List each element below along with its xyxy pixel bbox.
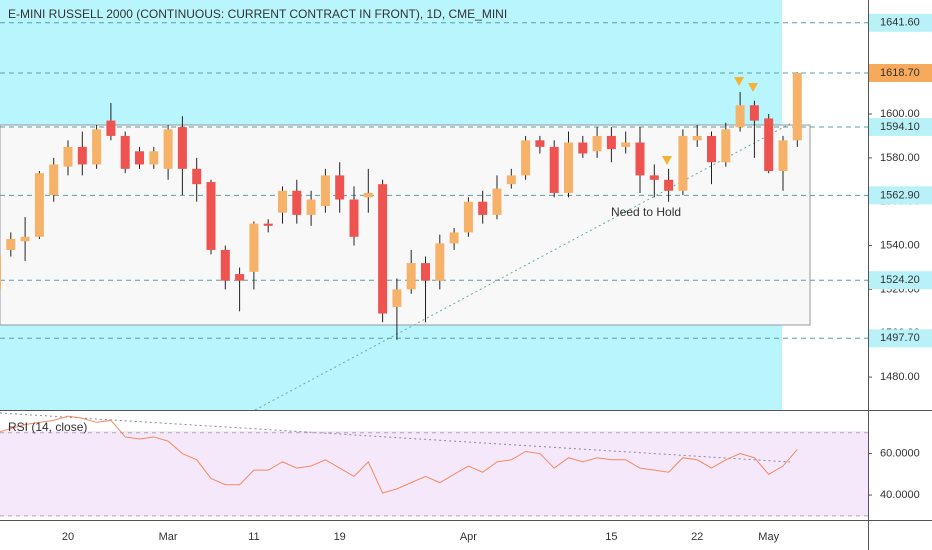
level-label: 1562.90 [880, 189, 920, 201]
candle-body [435, 243, 445, 281]
candle-body [664, 179, 674, 191]
candle-body [449, 232, 459, 244]
candle-body [49, 164, 59, 196]
rsi-line [0, 415, 798, 494]
candle-body [492, 188, 502, 215]
candle-body [521, 140, 531, 176]
signal-marker [734, 77, 744, 86]
candle-body [6, 238, 16, 250]
candle-body [77, 146, 87, 165]
candle-body [678, 135, 688, 191]
level-label-box [869, 186, 932, 205]
y-tick-label: 1580.00 [880, 152, 920, 164]
candle-body [363, 192, 373, 198]
candle-body [149, 151, 159, 165]
annotation: Need to Hold [611, 205, 681, 219]
candle-body [764, 118, 774, 172]
candle-body [235, 274, 245, 281]
rsi-tick-label: 60.0000 [880, 447, 920, 459]
candle-body [692, 135, 702, 141]
candle-body [163, 129, 173, 169]
candle-body [92, 129, 102, 165]
x-tick-label: 22 [691, 531, 703, 543]
rsi-band-fill [0, 431, 868, 516]
candle-body [278, 190, 287, 213]
candle-body [621, 142, 631, 147]
x-tick-label: 20 [62, 531, 74, 543]
candle-body [335, 175, 345, 200]
candle-body [406, 263, 416, 290]
axes: 1480.001500.001520.001540.001560.001580.… [62, 13, 932, 543]
candle-body [606, 135, 616, 150]
rsi-pane [0, 415, 868, 517]
candle-body [421, 263, 430, 281]
signal-marker [748, 83, 758, 92]
candle-body [306, 199, 316, 215]
candle-body [120, 135, 130, 169]
level-label: 1618.70 [880, 67, 920, 79]
x-tick-label: Mar [159, 531, 178, 543]
chart-title: E-MINI RUSSELL 2000 (CONTINUOUS: CURRENT… [8, 7, 507, 21]
candle-body [506, 175, 516, 185]
level-label: 1524.20 [880, 274, 920, 286]
x-tick-label: Apr [460, 531, 477, 543]
candle-body [478, 201, 488, 215]
candle-body [34, 173, 44, 237]
x-tick-label: May [758, 531, 779, 543]
rsi-tick-label: 40.0000 [880, 489, 920, 501]
rsi-title: RSI (14, close) [8, 420, 87, 434]
candle-body [535, 140, 545, 147]
y-tick-label: 1540.00 [880, 239, 920, 251]
candle-body [578, 142, 588, 154]
candle-body [463, 201, 473, 233]
candle-body [177, 127, 187, 169]
x-tick-label: 11 [248, 531, 259, 543]
level-label-box [869, 13, 932, 32]
candle-body [635, 142, 645, 176]
candle-body [592, 135, 602, 152]
level-label: 1594.10 [880, 121, 920, 133]
candle-body [106, 120, 116, 136]
level-label-box [869, 64, 932, 83]
candle-body [735, 105, 745, 128]
candle-body [778, 140, 788, 172]
candle-body [721, 129, 731, 163]
candle-body [292, 190, 302, 215]
level-label-box [869, 271, 932, 290]
candle-body [349, 199, 359, 237]
candle-body [649, 175, 659, 180]
level-label: 1497.70 [880, 332, 920, 344]
signal-marker [662, 156, 672, 165]
candle-body [392, 289, 402, 307]
level-label-box [869, 117, 932, 136]
x-tick-label: 15 [605, 531, 617, 543]
level-label: 1641.60 [880, 17, 920, 29]
candle-body [20, 236, 30, 242]
level-label-box [869, 329, 932, 348]
candle-body [749, 105, 759, 121]
candle-body [249, 223, 259, 272]
candle-body [792, 73, 802, 141]
main-pane [0, 22, 868, 340]
candle-body [549, 146, 559, 193]
rsi-trend-line [0, 412, 791, 463]
y-tick-label: 1600.00 [880, 108, 920, 120]
candle-body [263, 223, 273, 226]
candle-body [320, 175, 330, 207]
candle-body [220, 249, 230, 281]
candle-body [192, 168, 202, 185]
x-tick-label: 19 [334, 531, 346, 543]
candle-body [206, 181, 216, 250]
candle-body [378, 184, 388, 314]
candle-body [707, 135, 716, 163]
candle-body [63, 146, 73, 167]
candle-body [564, 142, 573, 193]
candle-body [0, 256, 1, 290]
candle-body [135, 151, 144, 165]
y-tick-label: 1480.00 [880, 371, 920, 383]
